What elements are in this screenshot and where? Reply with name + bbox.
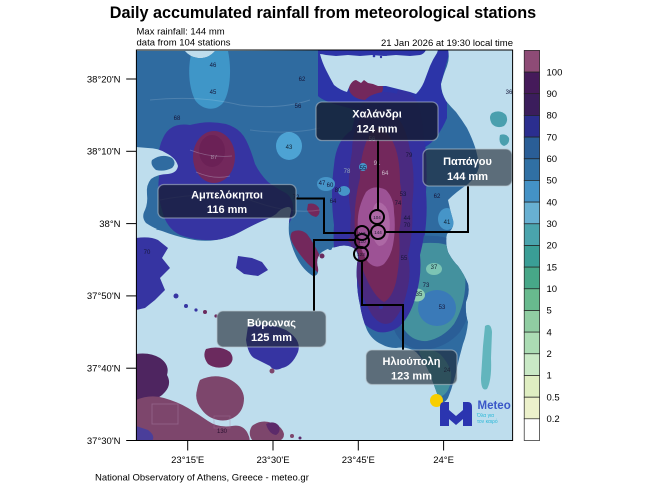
svg-text:144: 144 (374, 230, 382, 235)
svg-text:62: 62 (434, 194, 441, 200)
svg-text:45: 45 (210, 90, 217, 96)
svg-text:60: 60 (327, 183, 334, 189)
svg-text:38°N: 38°N (99, 219, 120, 230)
svg-text:Παπάγου: Παπάγου (443, 156, 492, 168)
svg-text:0.2: 0.2 (547, 414, 560, 425)
svg-text:130: 130 (217, 429, 228, 435)
svg-text:87: 87 (211, 155, 218, 161)
svg-text:τον καιρό: τον καιρό (477, 418, 498, 425)
svg-text:123: 123 (357, 252, 365, 257)
svg-text:104: 104 (373, 215, 381, 220)
svg-text:24°E: 24°E (433, 455, 454, 466)
svg-text:data from 104 stations: data from 104 stations (137, 38, 231, 49)
svg-text:53: 53 (439, 305, 446, 311)
svg-text:70: 70 (144, 250, 151, 256)
svg-text:37°30'N: 37°30'N (87, 436, 121, 447)
svg-text:60: 60 (547, 154, 558, 165)
svg-text:4: 4 (547, 327, 552, 338)
svg-text:73: 73 (423, 283, 430, 289)
svg-text:37°50'N: 37°50'N (87, 291, 121, 302)
svg-text:50: 50 (547, 176, 558, 187)
svg-text:70: 70 (404, 223, 411, 229)
svg-text:125 mm: 125 mm (251, 332, 292, 344)
svg-text:116: 116 (358, 231, 366, 236)
svg-text:Χαλάνδρι: Χαλάνδρι (352, 109, 402, 121)
svg-text:23°45'E: 23°45'E (342, 455, 375, 466)
svg-text:21 Jan 2026 at 19:30 local tim: 21 Jan 2026 at 19:30 local time (381, 38, 513, 49)
svg-text:36: 36 (506, 90, 513, 96)
svg-text:Max rainfall: 144 mm: Max rainfall: 144 mm (137, 27, 225, 38)
svg-text:100: 100 (547, 67, 563, 78)
svg-text:123 mm: 123 mm (391, 371, 432, 383)
svg-text:20: 20 (547, 241, 558, 252)
svg-text:144 mm: 144 mm (447, 171, 488, 183)
svg-text:Meteo: Meteo (478, 400, 511, 412)
svg-text:43: 43 (286, 145, 293, 151)
svg-text:56: 56 (295, 104, 302, 110)
svg-text:44: 44 (404, 216, 411, 222)
svg-text:30: 30 (547, 219, 558, 230)
svg-text:40: 40 (547, 197, 558, 208)
svg-text:124 mm: 124 mm (357, 124, 398, 136)
svg-text:15: 15 (547, 262, 558, 273)
svg-text:46: 46 (210, 63, 217, 69)
svg-text:116 mm: 116 mm (207, 204, 248, 216)
svg-text:35: 35 (416, 292, 423, 298)
svg-text:53: 53 (400, 192, 407, 198)
svg-text:1: 1 (547, 371, 552, 382)
svg-text:68: 68 (174, 116, 181, 122)
svg-text:79: 79 (406, 153, 413, 159)
svg-text:47: 47 (319, 181, 326, 187)
svg-text:80: 80 (547, 111, 558, 122)
svg-text:23°15'E: 23°15'E (171, 455, 204, 466)
svg-text:0.5: 0.5 (547, 392, 560, 403)
svg-text:2: 2 (547, 349, 552, 360)
svg-text:41: 41 (444, 220, 451, 226)
svg-text:Daily accumulated rainfall fro: Daily accumulated rainfall from meteorol… (110, 4, 536, 22)
svg-text:74: 74 (395, 201, 402, 207)
svg-text:Βύρωνας: Βύρωνας (247, 318, 296, 330)
svg-text:National Observatory of Athens: National Observatory of Athens, Greece -… (95, 473, 309, 484)
svg-text:64: 64 (382, 171, 389, 177)
svg-text:64: 64 (330, 199, 337, 205)
svg-text:37°40'N: 37°40'N (87, 364, 121, 375)
svg-text:80: 80 (335, 188, 342, 194)
svg-text:38°20'N: 38°20'N (87, 74, 121, 85)
svg-text:55: 55 (401, 256, 408, 262)
svg-text:62: 62 (299, 77, 306, 83)
svg-text:Όλα για: Όλα για (476, 413, 494, 419)
svg-text:Ηλιούπολη: Ηλιούπολη (383, 356, 441, 368)
svg-text:70: 70 (547, 132, 558, 143)
svg-text:110: 110 (358, 239, 366, 244)
svg-text:90: 90 (547, 89, 558, 100)
svg-text:37: 37 (431, 265, 438, 271)
svg-text:5: 5 (547, 306, 552, 317)
svg-text:10: 10 (547, 284, 558, 295)
svg-text:23°30'E: 23°30'E (256, 455, 289, 466)
svg-text:Αμπελόκηποι: Αμπελόκηποι (191, 189, 263, 201)
svg-text:55: 55 (360, 166, 367, 172)
svg-text:38°10'N: 38°10'N (87, 147, 121, 158)
svg-text:78: 78 (344, 169, 351, 175)
